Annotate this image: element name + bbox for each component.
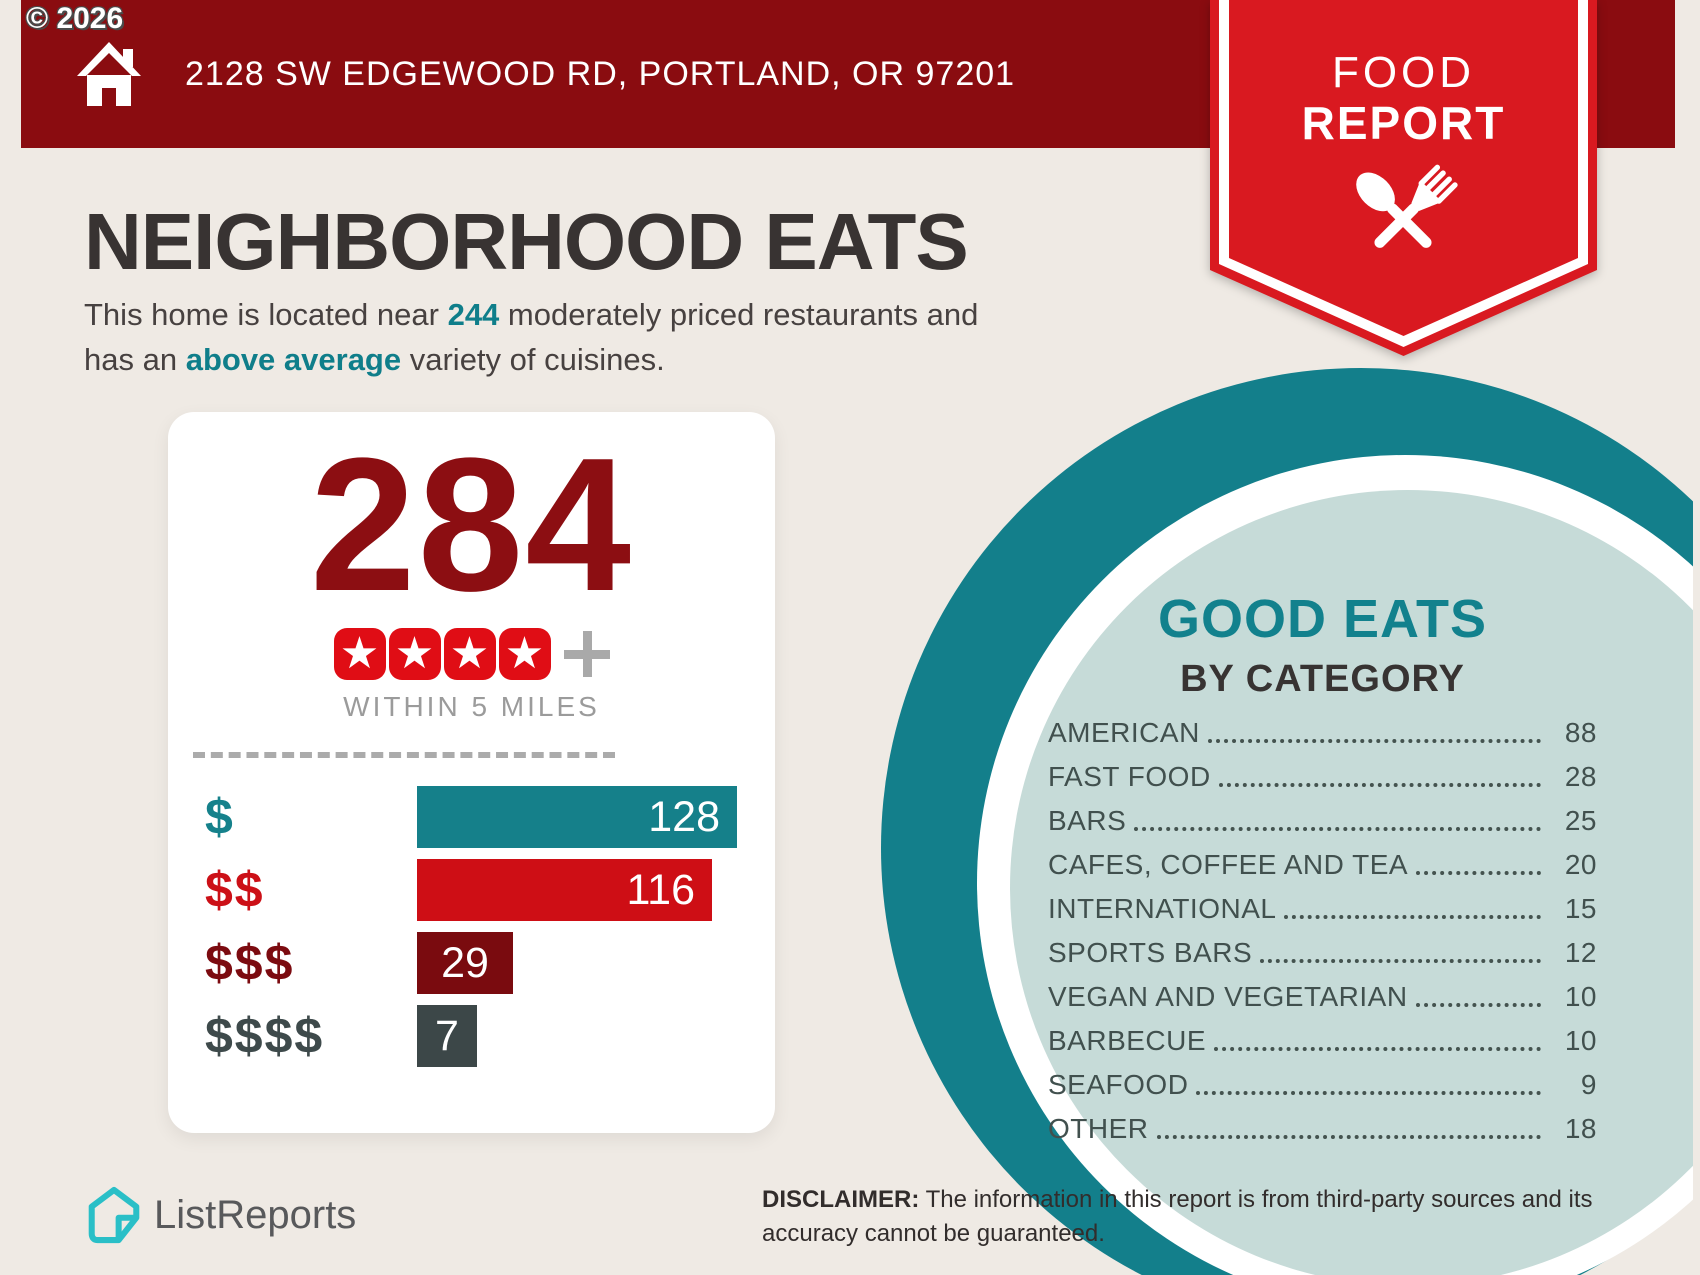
intro-paragraph: This home is located near 244 moderately… bbox=[84, 292, 1014, 382]
star-icon: ★ bbox=[498, 628, 551, 680]
category-label: OTHER bbox=[1048, 1113, 1149, 1144]
food-report-badge: FOOD REPORT bbox=[1210, 0, 1597, 360]
category-label: FAST FOOD bbox=[1048, 761, 1211, 792]
category-row: FAST FOOD 28 bbox=[1048, 755, 1597, 799]
copyright-watermark: © 2026 bbox=[26, 2, 124, 35]
disclaimer-text: The information in this report is from t… bbox=[762, 1186, 1593, 1247]
dotted-leader bbox=[1260, 959, 1541, 963]
category-list: AMERICAN 88 FAST FOOD 28 BARS 25 CAFES, COFFEE… bbox=[1048, 711, 1597, 1151]
category-value: 12 bbox=[1564, 937, 1597, 968]
price-tier-bar: 7 bbox=[417, 1005, 477, 1067]
listreports-logo: ListReports bbox=[88, 1185, 356, 1245]
category-label: INTERNATIONAL bbox=[1048, 893, 1277, 924]
disclaimer: DISCLAIMER: The information in this repo… bbox=[762, 1183, 1632, 1251]
restaurant-count: 244 bbox=[447, 297, 500, 332]
category-value: 28 bbox=[1564, 761, 1597, 792]
dotted-leader bbox=[1214, 1047, 1541, 1051]
bar-value-label: 128 bbox=[648, 792, 720, 841]
dotted-leader bbox=[1207, 739, 1541, 743]
price-tier-label: $$ bbox=[205, 862, 265, 918]
price-tier-bar: 29 bbox=[417, 932, 513, 994]
category-value: 15 bbox=[1564, 893, 1597, 924]
category-row: INTERNATIONAL 15 bbox=[1048, 887, 1597, 931]
dotted-leader bbox=[1416, 871, 1541, 875]
price-tier-label: $$$ bbox=[205, 935, 295, 991]
radius-label: WITHIN 5 MILES bbox=[343, 691, 600, 722]
house-icon bbox=[77, 42, 141, 106]
category-row: OTHER 18 bbox=[1048, 1107, 1597, 1151]
bar-value-label: 29 bbox=[441, 938, 489, 987]
listreports-house-icon bbox=[88, 1186, 140, 1244]
category-label: SEAFOOD bbox=[1048, 1069, 1189, 1100]
category-value: 20 bbox=[1564, 849, 1597, 880]
right-margin-strip bbox=[1693, 0, 1700, 1275]
badge-line1: FOOD bbox=[1331, 48, 1476, 97]
star-icon: ★ bbox=[443, 628, 496, 680]
intro-highlight: above average bbox=[185, 342, 402, 377]
star-icon: ★ bbox=[388, 628, 441, 680]
good-eats-heading: GOOD EATS BY CATEGORY bbox=[1048, 588, 1597, 701]
intro-pre: This home is located near bbox=[84, 297, 448, 332]
category-label: VEGAN AND VEGETARIAN bbox=[1048, 981, 1408, 1012]
bar-value-label: 7 bbox=[435, 1011, 459, 1060]
badge-line2: REPORT bbox=[1301, 97, 1506, 149]
dotted-leader bbox=[1196, 1091, 1541, 1095]
dotted-leader bbox=[1156, 1135, 1541, 1139]
bar-value-label: 116 bbox=[626, 865, 695, 914]
property-address: 2128 SW EDGEWOOD RD, PORTLAND, OR 97201 bbox=[185, 54, 1016, 93]
chart-row: $$$ 29 bbox=[168, 932, 775, 994]
category-value: 88 bbox=[1564, 717, 1597, 748]
page-title: NEIGHBORHOOD EATS bbox=[84, 197, 969, 286]
category-label: SPORTS BARS bbox=[1048, 937, 1253, 968]
category-value: 10 bbox=[1564, 981, 1597, 1012]
category-label: BARS bbox=[1048, 805, 1127, 836]
total-restaurants: 284 bbox=[309, 419, 633, 631]
brand-name: ListReports bbox=[154, 1192, 357, 1237]
category-value: 10 bbox=[1564, 1025, 1597, 1056]
dotted-leader bbox=[1415, 1003, 1541, 1007]
category-row: BARBECUE 10 bbox=[1048, 1019, 1597, 1063]
good-eats-subtitle: BY CATEGORY bbox=[1180, 658, 1465, 700]
price-tier-label: $$$$ bbox=[205, 1008, 325, 1064]
category-label: AMERICAN bbox=[1048, 717, 1200, 748]
star-glyph: ★ bbox=[504, 628, 545, 679]
price-tier-label: $ bbox=[205, 789, 235, 845]
disclaimer-label: DISCLAIMER: bbox=[762, 1186, 920, 1213]
intro-mid: moderately priced restaurants and has an bbox=[84, 297, 979, 377]
dotted-leader bbox=[1218, 783, 1541, 787]
star-icon: ★ bbox=[333, 628, 386, 680]
category-row: SPORTS BARS 12 bbox=[1048, 931, 1597, 975]
ribbon-shape bbox=[1210, 0, 1597, 356]
good-eats-title: GOOD EATS bbox=[1157, 589, 1488, 649]
star-glyph: ★ bbox=[394, 628, 435, 679]
chart-row: $128 bbox=[168, 786, 775, 848]
category-value: 25 bbox=[1564, 805, 1597, 836]
good-eats-circle-disc bbox=[1010, 490, 1700, 1275]
chart-row: $$ 116 bbox=[168, 859, 775, 921]
category-row: SEAFOOD 9 bbox=[1048, 1063, 1597, 1107]
dashed-divider bbox=[193, 752, 615, 758]
crossed-spoon-fork-icon bbox=[1356, 164, 1458, 248]
restaurant-summary-card: 284 ★ ★ ★ ★ WITHIN 5 MILES $128 $$ 116 $$$ 29 $$… bbox=[168, 412, 775, 1133]
price-tier-bar: 128 bbox=[417, 786, 737, 848]
chart-row: $$$$ 7 bbox=[168, 1005, 775, 1067]
category-label: CAFES, COFFEE AND TEA bbox=[1048, 849, 1409, 880]
dotted-leader bbox=[1284, 915, 1541, 919]
category-value: 9 bbox=[1580, 1069, 1597, 1100]
star-glyph: ★ bbox=[449, 628, 490, 679]
category-row: CAFES, COFFEE AND TEA 20 bbox=[1048, 843, 1597, 887]
category-row: AMERICAN 88 bbox=[1048, 711, 1597, 755]
star-glyph: ★ bbox=[339, 628, 380, 679]
intro-post: variety of cuisines. bbox=[401, 342, 665, 377]
category-row: BARS 25 bbox=[1048, 799, 1597, 843]
price-tier-chart: $128 $$ 116 $$$ 29 $$$$ 7 bbox=[168, 786, 775, 1078]
category-label: BARBECUE bbox=[1048, 1025, 1207, 1056]
price-tier-bar: 116 bbox=[417, 859, 712, 921]
star-rating: ★ ★ ★ ★ bbox=[168, 628, 775, 680]
category-row: VEGAN AND VEGETARIAN 10 bbox=[1048, 975, 1597, 1019]
category-value: 18 bbox=[1564, 1113, 1597, 1144]
plus-icon bbox=[563, 631, 610, 677]
dotted-leader bbox=[1134, 827, 1541, 831]
